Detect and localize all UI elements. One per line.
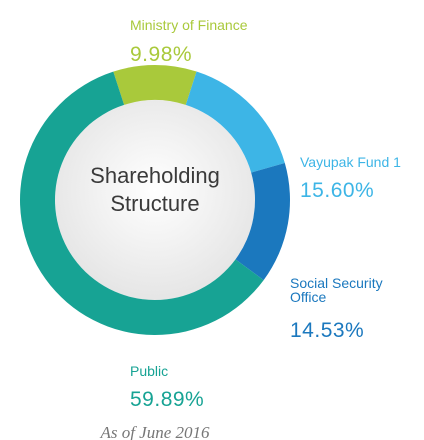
donut-segment bbox=[185, 71, 285, 173]
value-label: 15.60% bbox=[300, 179, 375, 202]
legend-label: Public bbox=[130, 363, 169, 379]
donut-segment bbox=[19, 71, 264, 336]
value-label: 9.98% bbox=[130, 43, 193, 66]
legend-label: Ministry of Finance bbox=[130, 17, 248, 33]
legend-label: Vayupak Fund 1 bbox=[300, 154, 401, 170]
donut-segment bbox=[235, 162, 290, 281]
value-label: 14.53% bbox=[290, 319, 365, 342]
value-label: 59.89% bbox=[130, 388, 205, 411]
chart-title: Shareholding Structure bbox=[90, 163, 220, 216]
legend-label: Social Security Office bbox=[290, 275, 383, 305]
chart-subtitle: As of June 2016 bbox=[100, 423, 210, 440]
donut-hole bbox=[55, 100, 255, 300]
donut-segment bbox=[113, 65, 197, 105]
